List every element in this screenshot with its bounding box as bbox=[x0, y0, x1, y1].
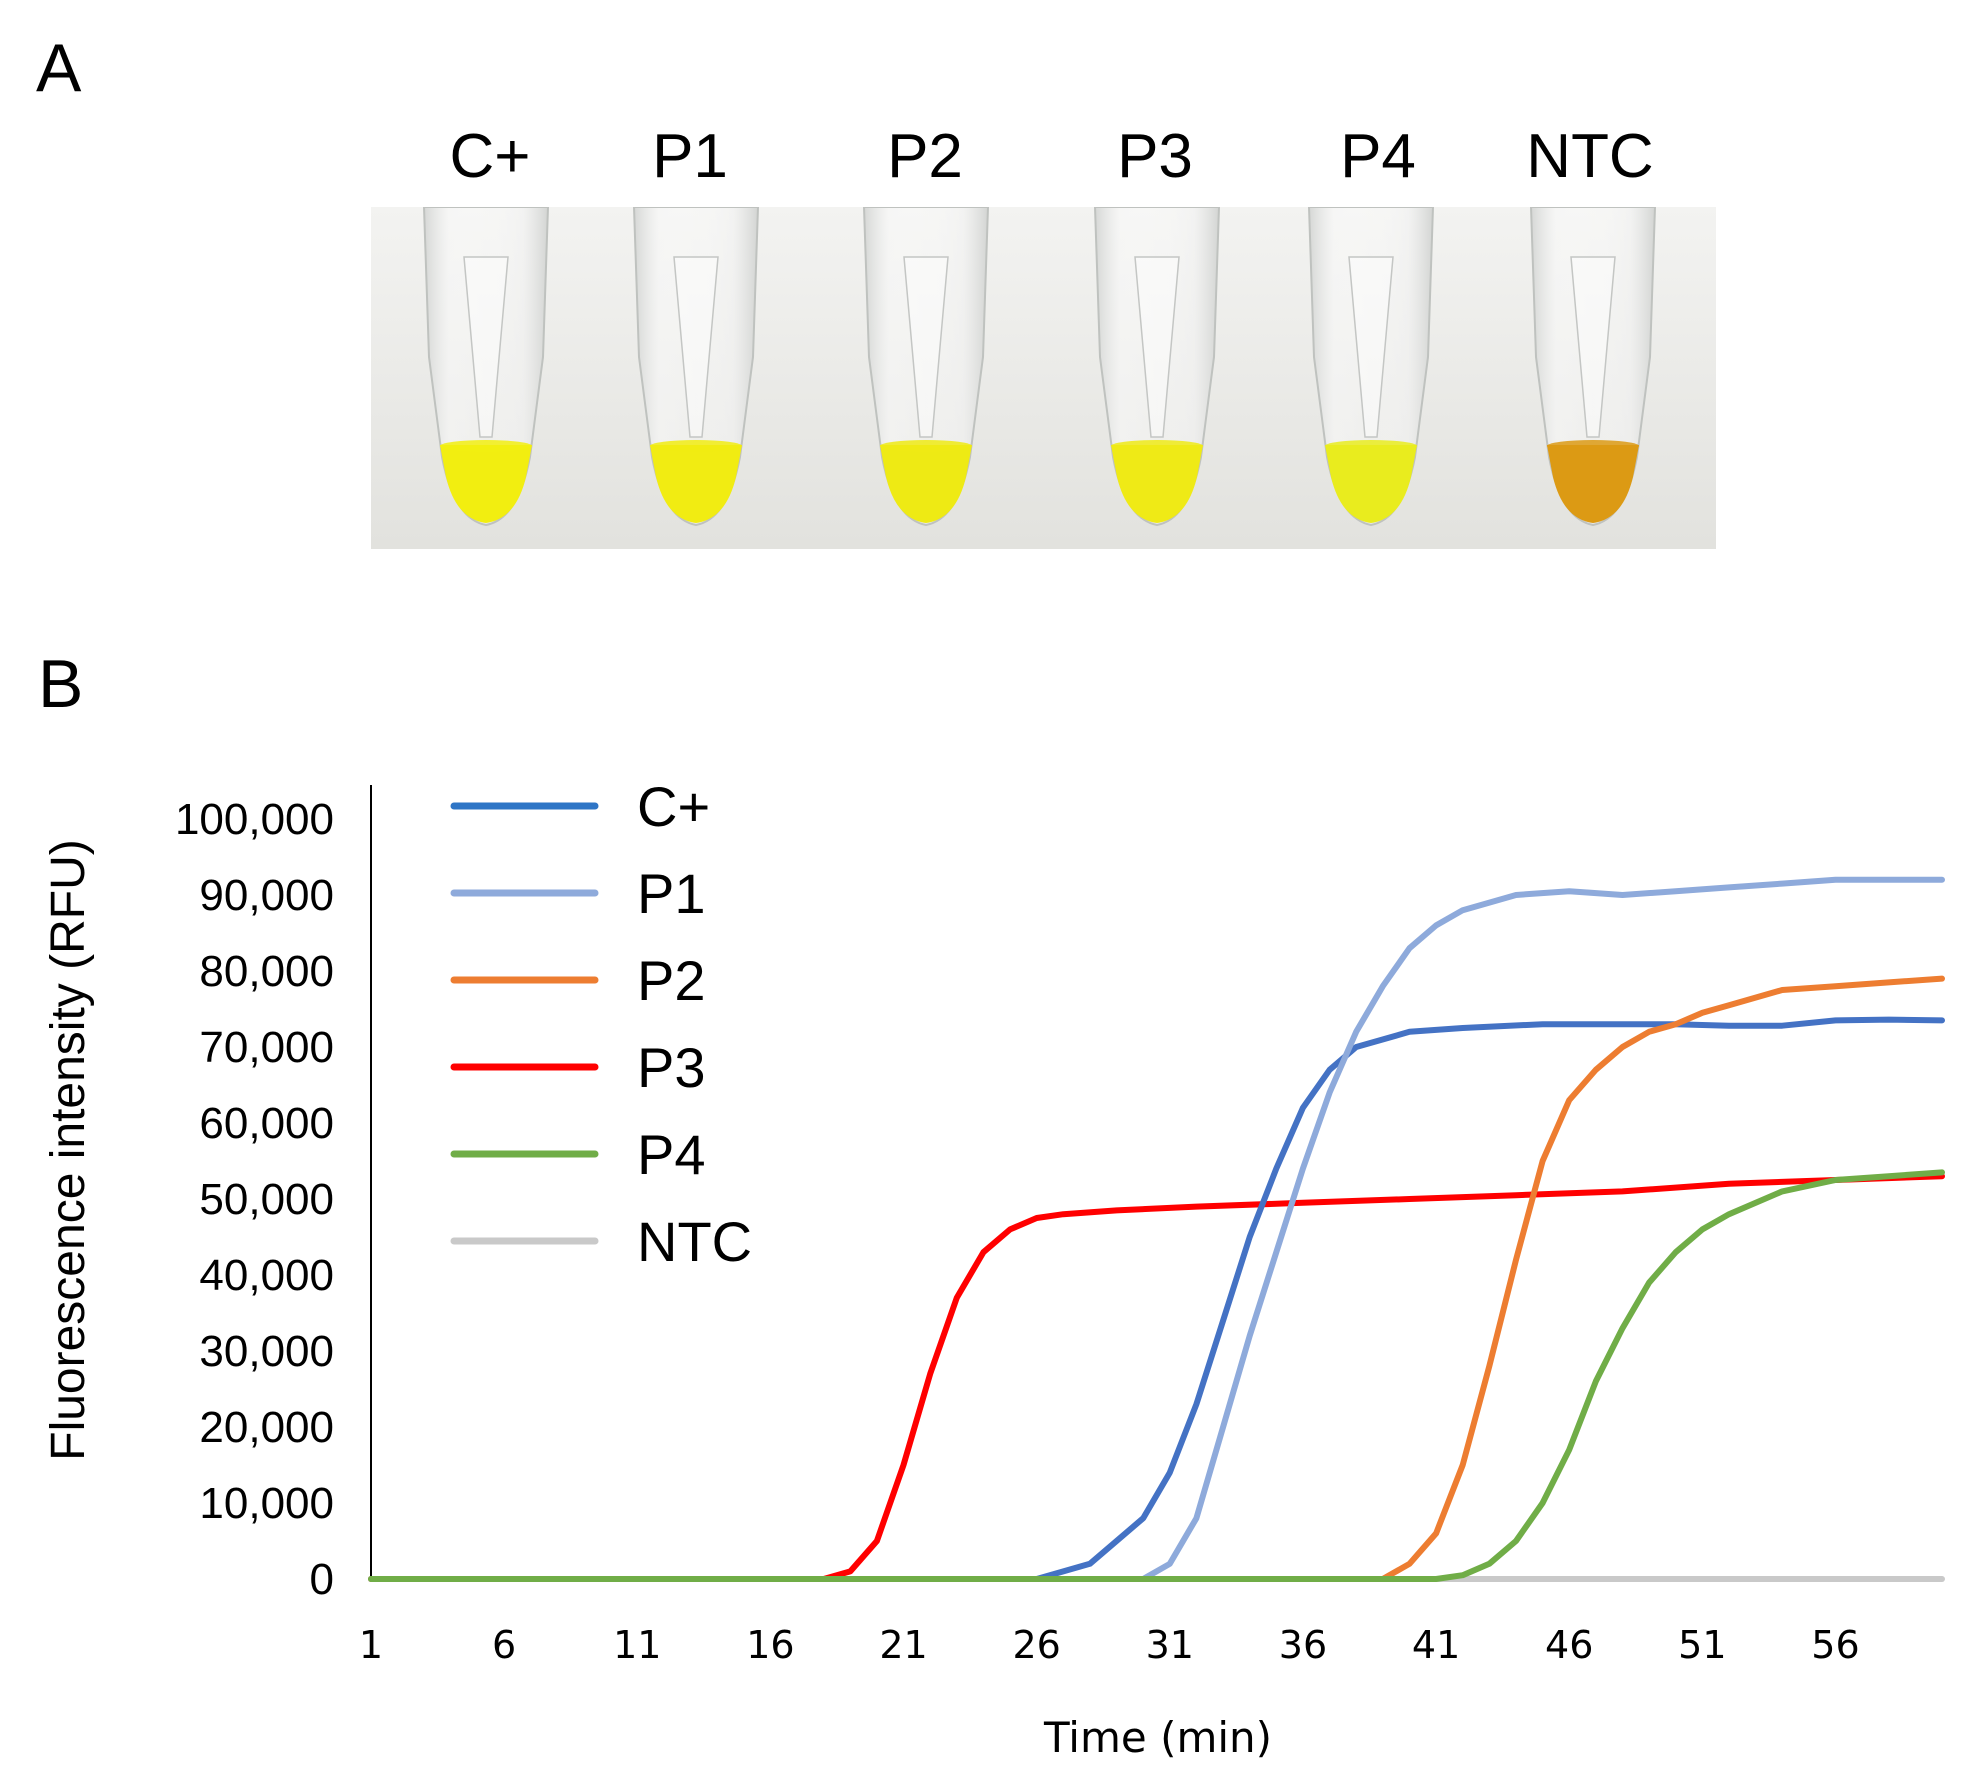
y-tick-label: 0 bbox=[310, 1555, 334, 1604]
tube-inner-wall bbox=[1134, 256, 1180, 438]
y-axis-title: Fluorescence intensity (RFU) bbox=[42, 839, 95, 1461]
tube-liquid bbox=[440, 445, 532, 523]
y-tick-label: 100,000 bbox=[175, 795, 334, 844]
series-line-p1 bbox=[368, 876, 1945, 1582]
tube-meniscus bbox=[650, 440, 742, 452]
panel-a-letter: A bbox=[36, 30, 82, 106]
tube bbox=[632, 207, 760, 527]
x-tick-label: 21 bbox=[879, 1623, 927, 1667]
tube-label-ntc: NTC bbox=[1526, 122, 1654, 191]
legend-label: C+ bbox=[637, 775, 710, 838]
y-tick-label: 60,000 bbox=[199, 1099, 334, 1148]
series-line-p3 bbox=[368, 1173, 1945, 1582]
legend-label: P2 bbox=[637, 949, 706, 1012]
x-tick-label: 41 bbox=[1412, 1623, 1460, 1667]
x-tick-label: 1 bbox=[359, 1623, 383, 1667]
y-tick-label: 10,000 bbox=[199, 1479, 334, 1528]
tube-inner-wall bbox=[1348, 256, 1394, 438]
x-tick-label: 11 bbox=[613, 1623, 661, 1667]
photo-background bbox=[371, 207, 1716, 549]
legend-label: P1 bbox=[637, 862, 706, 925]
y-tick-label: 90,000 bbox=[199, 871, 334, 920]
tubes-photo bbox=[371, 207, 1716, 549]
x-tick-label: 36 bbox=[1279, 1623, 1327, 1667]
legend-label: NTC bbox=[637, 1210, 752, 1273]
y-tick-label: 20,000 bbox=[199, 1403, 334, 1452]
x-tick-label: 51 bbox=[1678, 1623, 1726, 1667]
x-tick-label: 26 bbox=[1012, 1623, 1060, 1667]
tube-meniscus bbox=[1111, 440, 1203, 452]
tube bbox=[422, 207, 550, 527]
x-tick-label: 31 bbox=[1146, 1623, 1194, 1667]
tube-liquid bbox=[1547, 445, 1639, 523]
tube-liquid bbox=[1325, 445, 1417, 523]
x-axis: 1 6 11 16 21 26 31 36 41 46 51 56 bbox=[359, 1578, 1942, 1667]
series-line-p2 bbox=[368, 975, 1945, 1582]
y-axis: 0 10,000 20,000 30,000 40,000 50,000 60,000 70,… bbox=[175, 785, 372, 1604]
tube bbox=[1307, 207, 1435, 527]
y-tick-label: 70,000 bbox=[199, 1023, 334, 1072]
panel-b-letter: B bbox=[38, 646, 84, 722]
tube-inner-wall bbox=[903, 256, 949, 438]
tube-inner-wall bbox=[463, 256, 509, 438]
x-tick-label: 6 bbox=[492, 1623, 516, 1667]
tube-liquid bbox=[1111, 445, 1203, 523]
y-tick-label: 50,000 bbox=[199, 1175, 334, 1224]
tube-meniscus bbox=[440, 440, 532, 452]
tube bbox=[1529, 207, 1657, 527]
legend: C+ P1 P2 P3 P4 NTC bbox=[450, 775, 752, 1273]
tube-label-p3: P3 bbox=[1117, 122, 1193, 191]
x-tick-label: 16 bbox=[746, 1623, 794, 1667]
tube-inner-wall bbox=[1570, 256, 1616, 438]
x-tick-label: 46 bbox=[1545, 1623, 1593, 1667]
tube-label-p4: P4 bbox=[1340, 122, 1416, 191]
tube-inner-wall bbox=[673, 256, 719, 438]
series-line-p4 bbox=[368, 1169, 1945, 1582]
y-tick-label: 40,000 bbox=[199, 1251, 334, 1300]
tube-meniscus bbox=[880, 440, 972, 452]
tube-group bbox=[422, 207, 1657, 527]
tube bbox=[862, 207, 990, 527]
series-line-c-plus bbox=[368, 1016, 1945, 1582]
legend-label: P3 bbox=[637, 1036, 706, 1099]
tube-liquid bbox=[880, 445, 972, 523]
series-lines bbox=[368, 876, 1945, 1582]
tube bbox=[1093, 207, 1221, 527]
x-tick-label: 56 bbox=[1811, 1623, 1859, 1667]
tube-meniscus bbox=[1325, 440, 1417, 452]
tube-label-p2: P2 bbox=[887, 122, 963, 191]
x-axis-title: Time (min) bbox=[1043, 1713, 1272, 1762]
y-tick-label: 30,000 bbox=[199, 1327, 334, 1376]
tube-liquid bbox=[650, 445, 742, 523]
tube-label-c-plus: C+ bbox=[449, 122, 531, 191]
legend-label: P4 bbox=[637, 1123, 706, 1186]
tube-meniscus bbox=[1547, 440, 1639, 452]
y-tick-label: 80,000 bbox=[199, 947, 334, 996]
tube-label-p1: P1 bbox=[652, 122, 728, 191]
